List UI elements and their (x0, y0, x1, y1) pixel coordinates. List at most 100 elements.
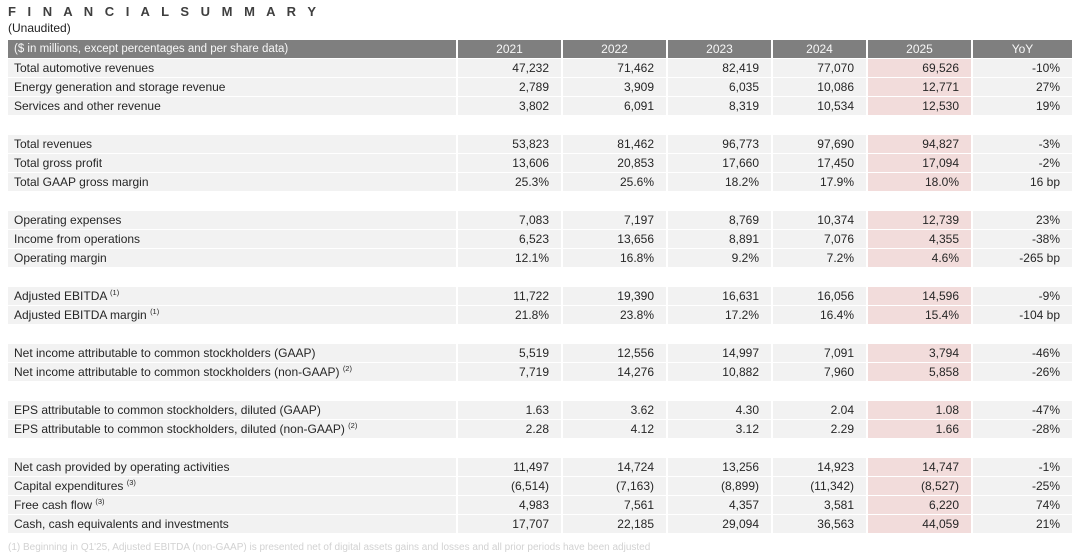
table-row: Free cash flow (3) 4,983 7,561 4,357 3,581 6,… (8, 496, 1072, 515)
footnote-marker: (2) (348, 421, 358, 430)
cell-yoy: -46% (973, 344, 1072, 363)
cell-2024: 7,091 (773, 344, 868, 363)
row-label: Total automotive revenues (8, 59, 458, 78)
cell-2024: 2.04 (773, 401, 868, 420)
cell-2024: (11,342) (773, 477, 868, 496)
cell-2025: 12,771 (868, 78, 973, 97)
page-subtitle: (Unaudited) (8, 21, 71, 35)
cell-2021: 7,083 (458, 211, 563, 230)
section-gap-row (8, 192, 1072, 211)
cell-yoy: 74% (973, 496, 1072, 515)
section-gap-row (8, 325, 1072, 344)
cell-2025: (8,527) (868, 477, 973, 496)
footnote-marker: (1) (150, 307, 160, 316)
footnote-marker: (3) (95, 497, 105, 506)
row-label: Cash, cash equivalents and investments (8, 515, 458, 534)
cell-2023: 4.30 (668, 401, 773, 420)
cell-2024: 7,076 (773, 230, 868, 249)
section-gap-row (8, 116, 1072, 135)
table-row: Adjusted EBITDA margin (1) 21.8% 23.8% 17.2… (8, 306, 1072, 325)
cell-2023: 8,891 (668, 230, 773, 249)
gap-cell (8, 439, 1072, 458)
cell-2023: 14,997 (668, 344, 773, 363)
cell-2022: 20,853 (563, 154, 668, 173)
cell-2022: 14,724 (563, 458, 668, 477)
table-row: Capital expenditures (3) (6,514) (7,163) (8… (8, 477, 1072, 496)
cell-2021: 7,719 (458, 363, 563, 382)
gap-cell (8, 382, 1072, 401)
row-label: Total gross profit (8, 154, 458, 173)
cell-yoy: -3% (973, 135, 1072, 154)
row-label: Energy generation and storage revenue (8, 78, 458, 97)
cell-2023: 17,660 (668, 154, 773, 173)
cell-2024: 17.9% (773, 173, 868, 192)
cell-2021: 11,722 (458, 287, 563, 306)
cell-yoy: -47% (973, 401, 1072, 420)
row-label: Adjusted EBITDA margin (1) (8, 306, 458, 325)
table-row: Energy generation and storage revenue 2,7… (8, 78, 1072, 97)
table-row: Total revenues 53,823 81,462 96,773 97,690 94… (8, 135, 1072, 154)
cell-2025: 3,794 (868, 344, 973, 363)
cell-2021: 17,707 (458, 515, 563, 534)
cell-2021: 25.3% (458, 173, 563, 192)
cell-yoy: 21% (973, 515, 1072, 534)
page-title: F I N A N C I A L S U M M A R Y (8, 4, 321, 19)
cell-yoy: -1% (973, 458, 1072, 477)
cell-2022: 16.8% (563, 249, 668, 268)
row-label: Operating expenses (8, 211, 458, 230)
cell-2024: 97,690 (773, 135, 868, 154)
cell-yoy: 19% (973, 97, 1072, 116)
row-label: Free cash flow (3) (8, 496, 458, 515)
cell-2025: 15.4% (868, 306, 973, 325)
cell-2023: 16,631 (668, 287, 773, 306)
cell-2025: 5,858 (868, 363, 973, 382)
table-row: Services and other revenue 3,802 6,091 8,31… (8, 97, 1072, 116)
footnote-marker: (1) (110, 288, 120, 297)
cell-2024: 2.29 (773, 420, 868, 439)
cell-yoy: 27% (973, 78, 1072, 97)
column-header-2021: 2021 (458, 40, 563, 59)
section-gap-row (8, 268, 1072, 287)
table-header-label: ($ in millions, except percentages and p… (8, 40, 458, 59)
cell-2024: 10,086 (773, 78, 868, 97)
cell-2022: 6,091 (563, 97, 668, 116)
cell-2022: 81,462 (563, 135, 668, 154)
cell-2025: 18.0% (868, 173, 973, 192)
cell-2024: 17,450 (773, 154, 868, 173)
footnote-marker: (3) (126, 478, 136, 487)
cell-2022: 3.62 (563, 401, 668, 420)
section-gap-row (8, 382, 1072, 401)
cell-2022: (7,163) (563, 477, 668, 496)
cell-2021: 13,606 (458, 154, 563, 173)
cell-2022: 13,656 (563, 230, 668, 249)
table-body: Total automotive revenues 47,232 71,462 82,… (8, 59, 1072, 534)
footnote-marker: (2) (342, 364, 352, 373)
cell-2025: 69,526 (868, 59, 973, 78)
column-header-2023: 2023 (668, 40, 773, 59)
cell-2023: 17.2% (668, 306, 773, 325)
table-row: Total GAAP gross margin 25.3% 25.6% 18.2% 17… (8, 173, 1072, 192)
cell-2025: 4.6% (868, 249, 973, 268)
column-header-2024: 2024 (773, 40, 868, 59)
gap-cell (8, 268, 1072, 287)
row-label: Capital expenditures (3) (8, 477, 458, 496)
cell-2023: 6,035 (668, 78, 773, 97)
cell-2025: 6,220 (868, 496, 973, 515)
cell-2023: 3.12 (668, 420, 773, 439)
cell-2024: 77,070 (773, 59, 868, 78)
cell-2024: 7,960 (773, 363, 868, 382)
column-header-2025: 2025 (868, 40, 973, 59)
cell-2023: 13,256 (668, 458, 773, 477)
cell-yoy: -38% (973, 230, 1072, 249)
cell-yoy: 23% (973, 211, 1072, 230)
table-row: Operating expenses 7,083 7,197 8,769 10,374 1… (8, 211, 1072, 230)
cell-2022: 3,909 (563, 78, 668, 97)
cell-2025: 1.66 (868, 420, 973, 439)
row-label: Total revenues (8, 135, 458, 154)
cell-2025: 1.08 (868, 401, 973, 420)
cell-2022: 7,561 (563, 496, 668, 515)
cell-2023: 82,419 (668, 59, 773, 78)
cell-2023: 29,094 (668, 515, 773, 534)
cell-2025: 14,596 (868, 287, 973, 306)
